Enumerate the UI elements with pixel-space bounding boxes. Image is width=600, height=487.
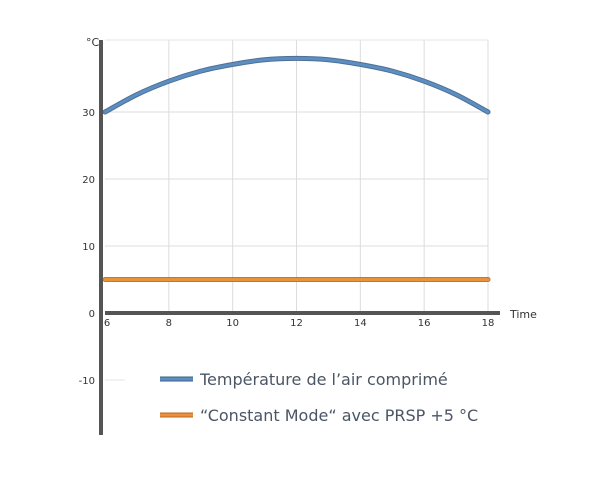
x-axis-label: Time <box>509 308 537 321</box>
x-tick-label: 14 <box>354 318 367 329</box>
series-layer <box>102 55 491 282</box>
ticks: 6 8 10 12 14 16 18 -10 0 10 20 30 <box>79 108 495 387</box>
x-tick-label: 6 <box>104 318 110 329</box>
x-tick-label: 10 <box>226 318 239 329</box>
y-tick-label: 10 <box>82 242 95 253</box>
x-tick-label: 8 <box>166 318 172 329</box>
legend: Température de l’air comprimé “Constant M… <box>160 370 478 425</box>
y-tick-label: 30 <box>82 108 95 119</box>
x-tick-label: 12 <box>290 318 303 329</box>
y-axis-unit: °C <box>86 36 100 49</box>
series-line-1 <box>103 56 490 114</box>
x-tick-label: 18 <box>482 318 495 329</box>
y-tick-label: -10 <box>79 376 95 387</box>
grid <box>105 39 489 381</box>
axes <box>99 40 500 435</box>
legend-label-1: Température de l’air comprimé <box>199 370 448 389</box>
x-tick-label: 16 <box>418 318 431 329</box>
legend-label-2: “Constant Mode“ avec PRSP +5 °C <box>200 406 478 425</box>
y-tick-label: 20 <box>82 175 95 186</box>
y-tick-label: 0 <box>89 309 95 320</box>
